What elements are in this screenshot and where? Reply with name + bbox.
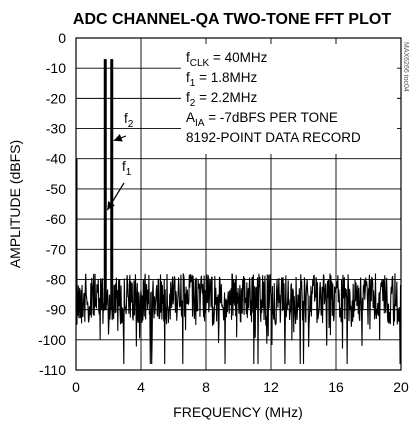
y-tick-labels: 0 -10 -20 -30 -40 -50 -60 -70 -80 -90 -100 -110 bbox=[38, 30, 66, 378]
tone-arrowhead-f2 bbox=[113, 134, 123, 142]
x-tick-label: 8 bbox=[202, 379, 210, 395]
y-tick-label: -50 bbox=[46, 181, 66, 197]
y-tick-label: -20 bbox=[46, 90, 66, 106]
tone-label-f1: f1 bbox=[122, 159, 132, 178]
y-tick-label: 0 bbox=[58, 30, 66, 46]
tone-series bbox=[103, 59, 114, 310]
tone-label-f2: f2 bbox=[124, 111, 134, 130]
y-tick-label: -30 bbox=[46, 121, 66, 137]
annotation-line: f2 = 2.2MHz bbox=[186, 90, 257, 109]
x-tick-labels: 0 4 8 12 16 20 bbox=[72, 379, 409, 395]
annotation-box bbox=[181, 44, 397, 154]
x-tick-label: 20 bbox=[393, 379, 409, 395]
x-tick-label: 0 bbox=[72, 379, 80, 395]
annotation-line: 8192-POINT DATA RECORD bbox=[186, 130, 361, 145]
annotation-line: fCLK = 40MHz bbox=[186, 50, 268, 69]
annotation-line: f1 = 1.8MHz bbox=[186, 70, 257, 89]
tone-arrowhead-f1 bbox=[107, 201, 115, 211]
x-tick-label: 16 bbox=[328, 379, 344, 395]
annotation-line: AIA = -7dBFS PER TONE bbox=[186, 110, 338, 129]
noise-floor-series bbox=[75, 158, 402, 364]
chart-title: ADC CHANNEL-QA TWO-TONE FFT PLOT bbox=[73, 11, 391, 28]
y-tick-label: -10 bbox=[46, 60, 66, 76]
y-tick-label: -70 bbox=[46, 241, 66, 257]
y-axis-label: AMPLITUDE (dBFS) bbox=[7, 140, 23, 268]
y-tick-label: -90 bbox=[46, 302, 66, 318]
figure-code: MAX6266 toc04 bbox=[402, 42, 409, 92]
x-tick-label: 12 bbox=[263, 379, 279, 395]
x-tick-label: 4 bbox=[137, 379, 145, 395]
x-axis-label: FREQUENCY (MHz) bbox=[173, 404, 303, 420]
y-tick-label: -110 bbox=[39, 362, 66, 378]
tone-labels: f1 f2 bbox=[106, 111, 134, 211]
plot-frame bbox=[75, 37, 402, 371]
noise-floor-trace bbox=[75, 273, 402, 364]
y-tick-label: -100 bbox=[38, 332, 66, 348]
y-tick-label: -60 bbox=[46, 211, 66, 227]
y-tick-label: -80 bbox=[46, 271, 66, 287]
y-tick-label: -40 bbox=[46, 151, 66, 167]
